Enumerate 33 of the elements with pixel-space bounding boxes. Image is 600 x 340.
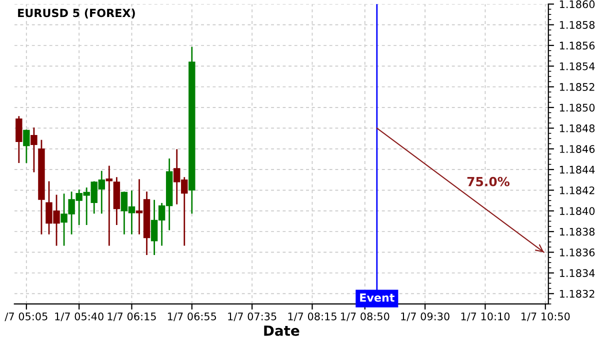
y-tick-label: 1.1836 xyxy=(560,248,595,256)
y-tick-label: 1.1834 xyxy=(560,269,595,278)
y-tick-label: 1.1838 xyxy=(560,228,595,236)
x-tick-label: 1/7 09:30 xyxy=(401,312,450,322)
x-tick-label: 1/7 08:50 xyxy=(340,312,390,322)
y-tick-label: 1.1840 xyxy=(560,207,595,215)
y-tick-label: 1.1850 xyxy=(560,104,595,112)
y-tick-label: 1.1848 xyxy=(560,124,595,132)
y-tick-label: 1.1856 xyxy=(560,42,595,50)
annotation: 75.0% xyxy=(467,176,510,186)
y-tick-label: 1.1832 xyxy=(560,290,594,298)
candlestick xyxy=(16,116,22,163)
x-tick-label: 1/7 06:55 xyxy=(168,312,216,322)
y-tick-label: 1.1846 xyxy=(560,145,595,153)
y-tick-label: 1.1842 xyxy=(560,186,594,194)
x-tick-label: 1/7 05:40 xyxy=(55,312,104,322)
x-tick-label: /7 05:05 xyxy=(4,312,48,322)
candlestick xyxy=(106,166,113,246)
ref-line-label: Event xyxy=(360,294,394,302)
x-tick-label: 1/7 10:10 xyxy=(461,312,510,322)
y-tick-label: 1.1854 xyxy=(560,62,595,70)
y-tick-label: 1.1844 xyxy=(560,166,595,174)
candlestick xyxy=(30,127,38,172)
x-tick-label: 1/7 07:35 xyxy=(228,312,276,322)
y-tick-label: 1.1852 xyxy=(560,83,594,91)
y-tick-label: 1.1858 xyxy=(560,20,595,29)
chart-title: EURUSD 5 (FOREX) xyxy=(18,8,135,18)
x-axis-title: Date xyxy=(264,326,300,336)
x-tick-label: 1/7 06:15 xyxy=(108,312,156,322)
x-tick-label: 1/7 10:50 xyxy=(521,312,570,322)
y-tick-label: 1.1860 xyxy=(560,0,595,8)
candlestick xyxy=(23,130,30,163)
x-tick-label: 1/7 08:15 xyxy=(288,312,336,322)
